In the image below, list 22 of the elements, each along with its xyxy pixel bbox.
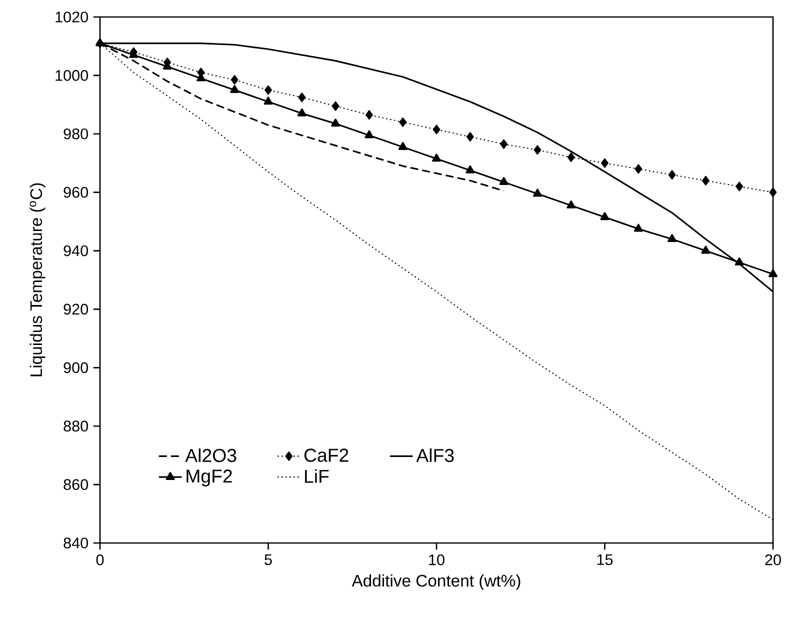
x-tick-label: 0 bbox=[96, 554, 104, 566]
x-tick-label: 5 bbox=[264, 554, 272, 566]
x-tick-label: 10 bbox=[429, 554, 444, 566]
y-tick-label: 860 bbox=[64, 479, 88, 490]
y-tick-label: 920 bbox=[64, 304, 88, 315]
y-tick-label: 1020 bbox=[56, 12, 88, 22]
legend-label: Al2O3 bbox=[185, 448, 236, 462]
x-axis-title: Additive Content (wt%) bbox=[352, 574, 520, 590]
y-tick-label: 980 bbox=[64, 128, 88, 140]
legend-label: AlF3 bbox=[416, 448, 454, 462]
x-tick-label: 15 bbox=[597, 554, 613, 566]
y-axis-title: Liquidus Temperature ($^{o}$C) bbox=[30, 183, 46, 376]
legend-label: LiF bbox=[305, 469, 329, 483]
y-tick-label: 840 bbox=[64, 538, 88, 548]
y-tick-label: 880 bbox=[64, 420, 88, 432]
y-tick-label: 960 bbox=[64, 186, 88, 198]
y-tick-label: 1000 bbox=[56, 70, 88, 81]
legend-label: MgF2 bbox=[186, 470, 232, 486]
y-tick-label: 940 bbox=[64, 245, 88, 256]
x-tick-label: 20 bbox=[765, 554, 781, 566]
y-tick-label: 900 bbox=[64, 362, 88, 374]
legend-label: CaF2 bbox=[304, 448, 348, 462]
